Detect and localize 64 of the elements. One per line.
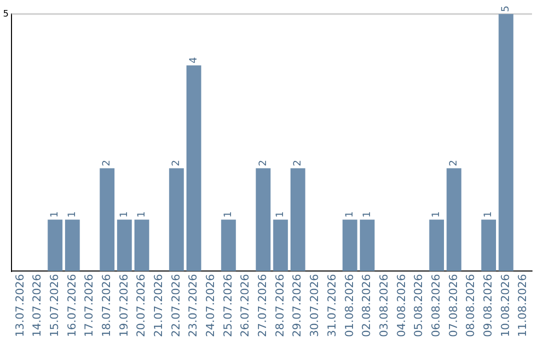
x-tick-label: 05.08.2026 — [412, 274, 426, 338]
data-label: 2 — [292, 160, 304, 166]
bar — [290, 168, 306, 272]
x-tick-label: 03.08.2026 — [377, 274, 390, 338]
x-tick-label: 09.08.2026 — [482, 274, 495, 338]
data-label: 1 — [483, 211, 494, 218]
x-tick-label: 08.08.2026 — [464, 274, 478, 338]
data-label: 2 — [258, 160, 269, 166]
bar — [446, 168, 462, 272]
x-tick-label: 14.07.2026 — [30, 274, 44, 338]
x-tick-label: 02.08.2026 — [360, 274, 374, 338]
data-label: 2 — [171, 160, 182, 166]
bar — [65, 220, 80, 272]
x-tick-label: 25.07.2026 — [221, 274, 234, 338]
bar — [429, 220, 444, 272]
data-label: 1 — [67, 211, 78, 218]
data-label: 2 — [448, 160, 460, 166]
bar — [134, 220, 150, 272]
bar — [169, 168, 184, 272]
x-tick-label: 30.07.2026 — [308, 274, 322, 338]
x-tick-label: 20.07.2026 — [134, 274, 148, 338]
x-tick-label: 01.08.2026 — [342, 274, 356, 338]
data-label: 1 — [344, 211, 356, 218]
x-tick-label: 31.07.2026 — [325, 274, 338, 338]
bar — [481, 220, 496, 272]
data-label: 1 — [136, 211, 148, 218]
bar — [342, 220, 358, 272]
x-tick-label: 17.07.2026 — [82, 274, 96, 338]
x-tick-label: 27.07.2026 — [256, 274, 270, 338]
bar — [273, 220, 288, 272]
x-tick-label: 22.07.2026 — [169, 274, 182, 338]
x-tick-label: 11.08.2026 — [516, 274, 530, 338]
data-label: 1 — [50, 211, 61, 218]
data-label: 5 — [500, 6, 512, 12]
data-label: 4 — [188, 57, 200, 64]
x-tick-label: 24.07.2026 — [204, 274, 218, 338]
x-tick-label: 04.08.2026 — [394, 274, 408, 338]
x-tick-label: 16.07.2026 — [65, 274, 78, 338]
data-label: 1 — [223, 211, 234, 218]
bar — [256, 168, 271, 272]
data-label: 1 — [362, 211, 373, 218]
data-label: 1 — [119, 211, 130, 218]
x-tick-label: 26.07.2026 — [238, 274, 252, 338]
x-tick-label: 18.07.2026 — [100, 274, 113, 338]
x-tick-label: 06.08.2026 — [429, 274, 442, 338]
bar — [100, 168, 114, 272]
x-tick-label: 23.07.2026 — [186, 274, 200, 338]
data-label: 1 — [275, 211, 286, 218]
bar — [117, 220, 132, 272]
bar — [48, 220, 62, 272]
bar — [186, 65, 202, 272]
x-tick-label: 28.07.2026 — [273, 274, 286, 338]
x-tick-label: 19.07.2026 — [117, 274, 130, 338]
x-tick-label: 29.07.2026 — [290, 274, 304, 338]
x-tick-label: 21.07.2026 — [152, 274, 165, 338]
x-tick-label: 07.08.2026 — [446, 274, 460, 338]
bar — [360, 220, 375, 272]
data-label: 1 — [431, 211, 442, 218]
x-tick-label: 15.07.2026 — [48, 274, 61, 338]
bar — [221, 220, 236, 272]
x-tick-label: 13.07.2026 — [13, 274, 26, 338]
data-label: 2 — [102, 160, 113, 166]
x-tick-label: 10.08.2026 — [498, 274, 512, 338]
bar — [498, 14, 514, 272]
